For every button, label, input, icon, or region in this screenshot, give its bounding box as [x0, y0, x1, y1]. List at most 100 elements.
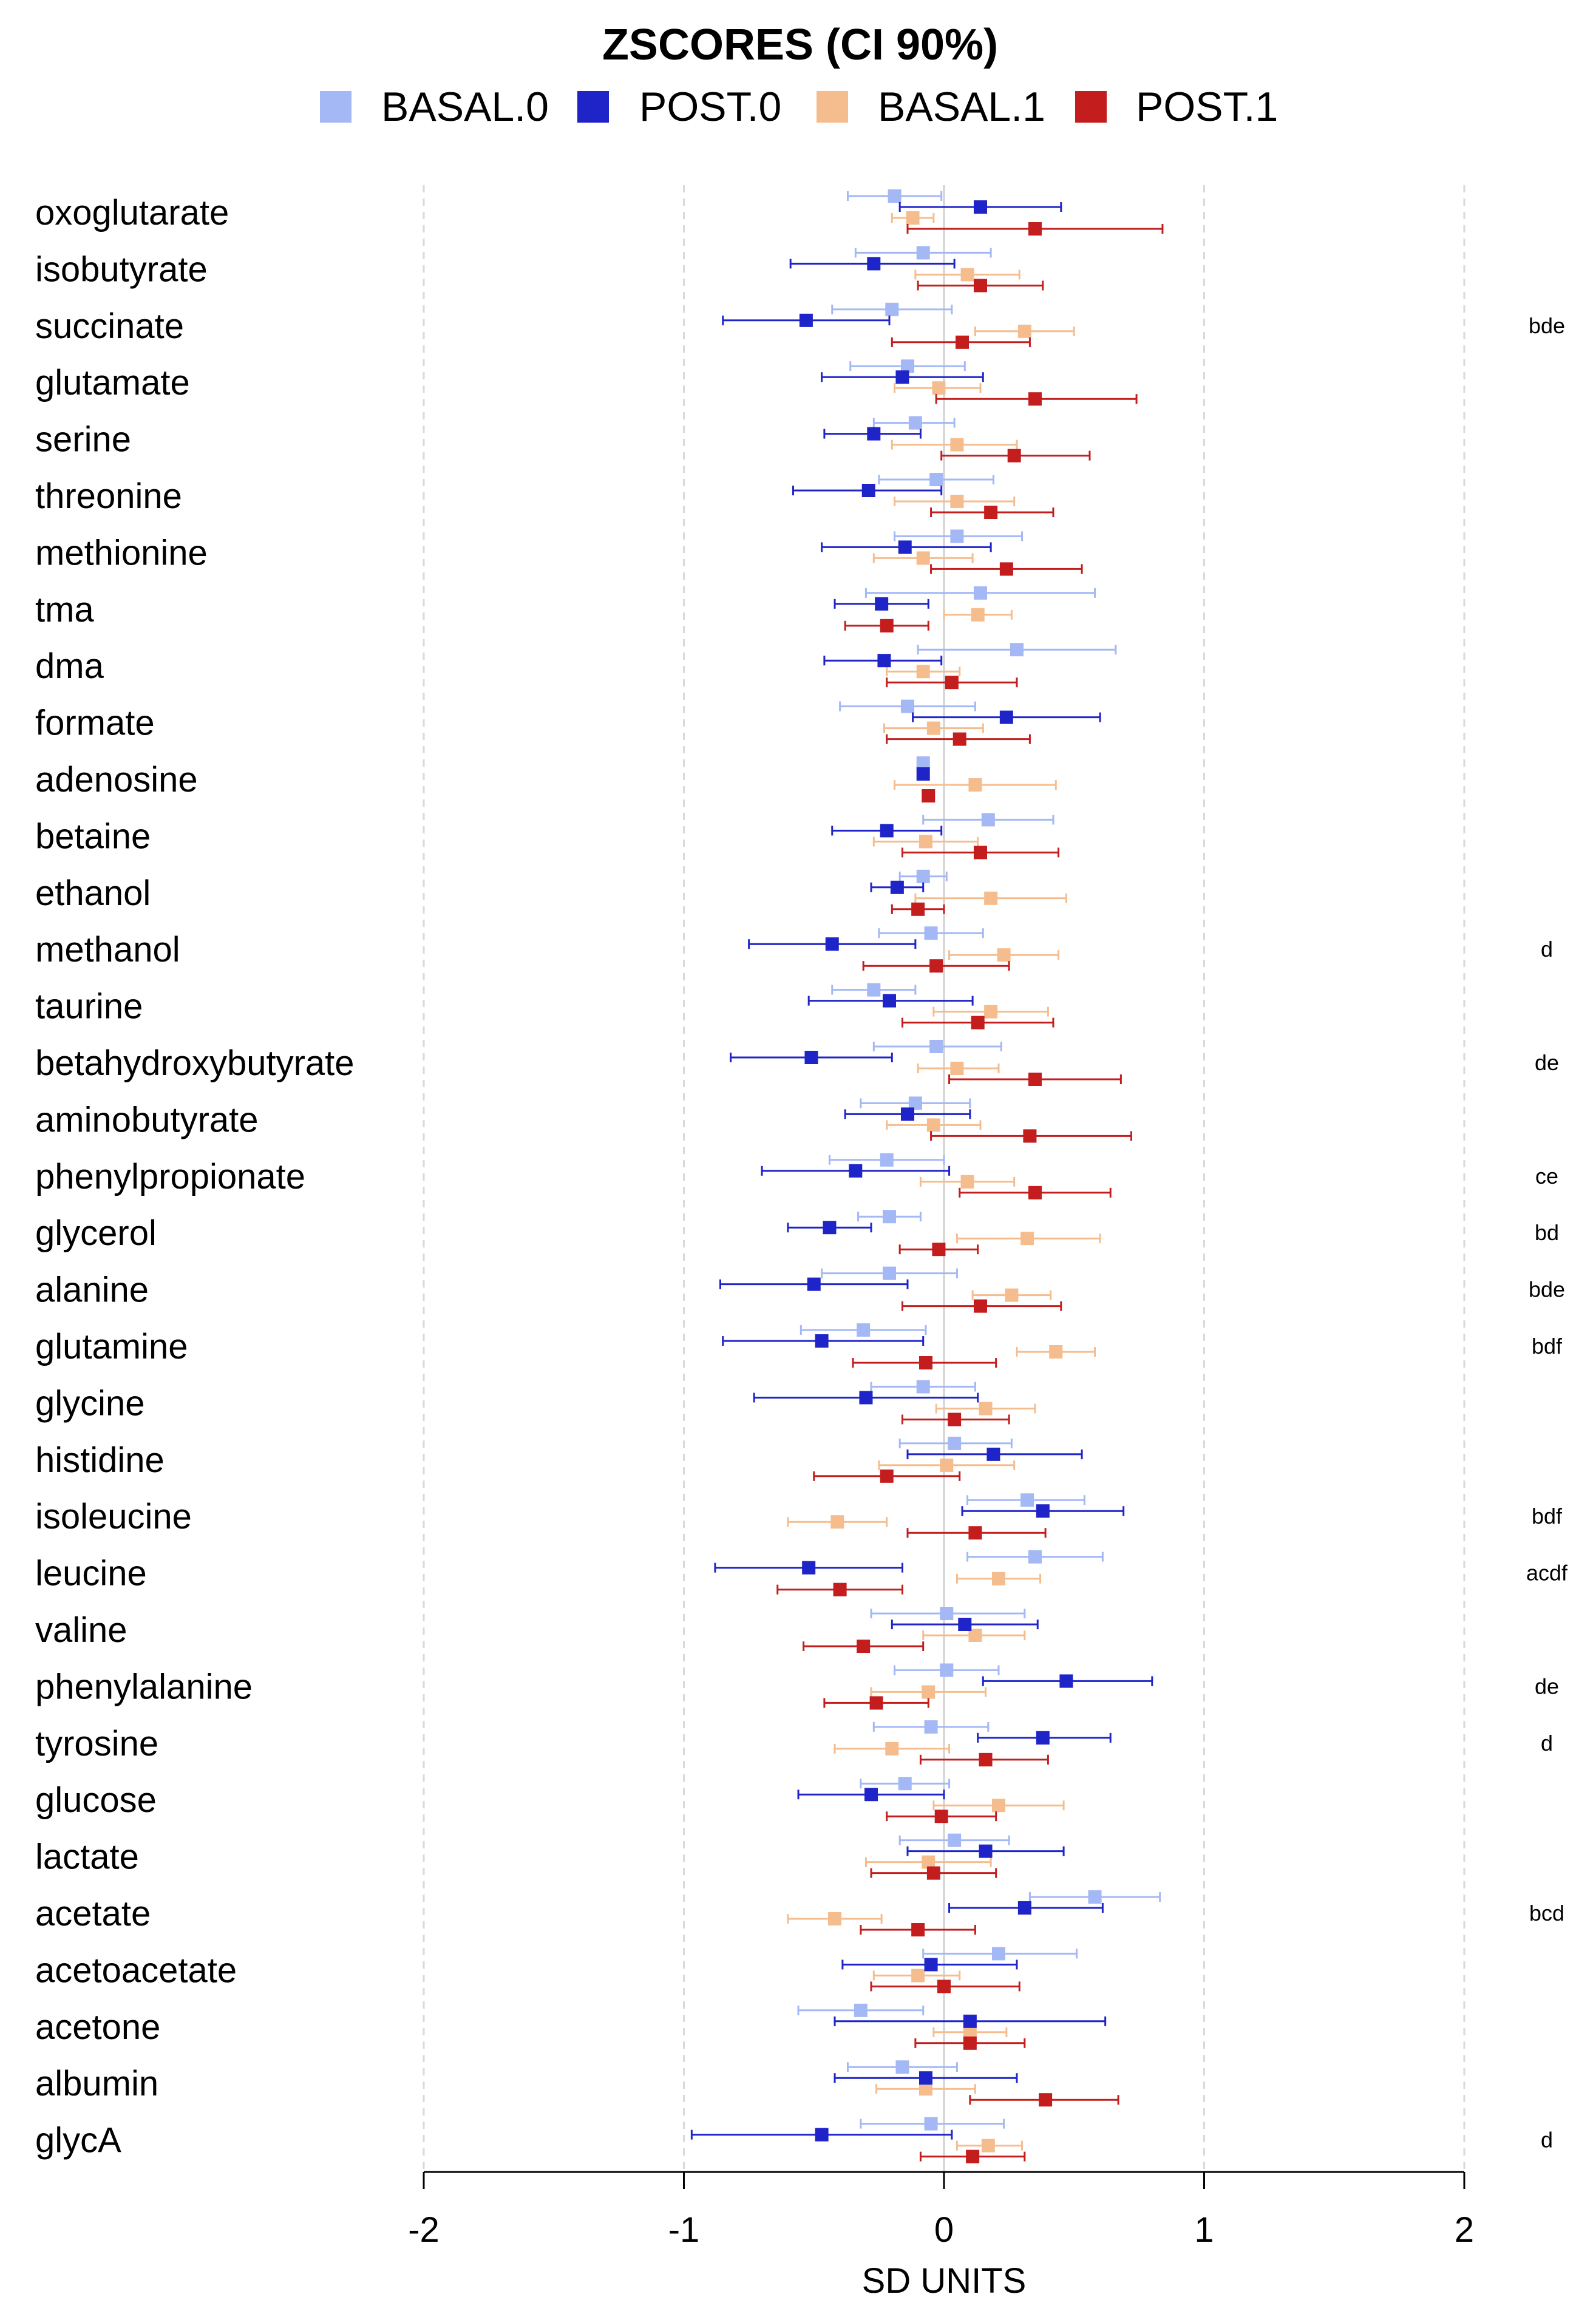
row-label-betahydroxybutyrate: betahydroxybutyrate — [35, 1043, 355, 1083]
point-estimate — [963, 2014, 977, 2028]
ci-lactate-basal-1 — [864, 1855, 992, 1869]
point-estimate — [922, 1685, 936, 1699]
ci-serine-post-1 — [940, 449, 1091, 463]
ci-oxoglutarate-post-1 — [906, 222, 1164, 236]
point-estimate — [883, 1210, 897, 1224]
point-estimate — [940, 1458, 954, 1472]
point-estimate — [948, 1436, 962, 1450]
ci-phenylalanine-basal-1 — [870, 1685, 987, 1699]
point-estimate — [950, 495, 964, 508]
row-label-alanine: alanine — [35, 1271, 149, 1310]
point-estimate — [857, 1323, 871, 1337]
point-estimate — [823, 1221, 837, 1235]
point-estimate — [968, 1629, 982, 1642]
legend: BASAL.0 POST.0 BASAL.1 POST.1 — [320, 84, 1278, 130]
chart-title: ZSCORES (CI 90%) — [602, 21, 998, 69]
row-label-glucose: glucose — [35, 1780, 157, 1820]
legend-label-post-0: POST.0 — [639, 84, 781, 130]
point-estimate — [958, 1618, 972, 1631]
sig-label-glycerol: bd — [1535, 1220, 1559, 1245]
point-estimate — [979, 1752, 993, 1766]
ci-histidine-basal-0 — [898, 1436, 1013, 1450]
ci-glycine-basal-0 — [870, 1380, 976, 1394]
point-estimate — [1039, 2093, 1053, 2107]
ci-glycA-post-0 — [690, 2128, 953, 2142]
ci-formate-post-1 — [886, 732, 1031, 746]
ci-acetoacetate-basal-0 — [922, 1947, 1078, 1961]
point-estimate — [948, 1413, 962, 1427]
point-estimate — [971, 608, 985, 622]
ci-tyrosine-basal-0 — [872, 1720, 990, 1734]
ci-glycerol-basal-0 — [857, 1210, 922, 1224]
sig-label-leucine: acdf — [1526, 1561, 1568, 1586]
ci-glutamine-post-1 — [852, 1356, 997, 1369]
ci-albumin-post-0 — [834, 2071, 1018, 2085]
x-tick-label: -1 — [668, 2210, 700, 2250]
ci-albumin-basal-1 — [875, 2082, 976, 2096]
point-estimate — [849, 1164, 863, 1178]
point-estimate — [950, 529, 964, 543]
point-estimate — [979, 1844, 993, 1858]
x-tick-label: 1 — [1194, 2210, 1214, 2250]
row-label-glutamate: glutamate — [35, 363, 190, 402]
point-estimate — [973, 200, 987, 214]
point-estimate — [979, 1402, 993, 1416]
ci-acetate-basal-1 — [787, 1912, 883, 1926]
ci-lactate-basal-0 — [898, 1833, 1010, 1847]
point-estimate — [815, 1334, 829, 1348]
point-estimate — [937, 1980, 951, 1993]
ci-succinate-post-1 — [891, 335, 1031, 349]
significance-labels: bde d de ce bd bde bdf bdf acdf de d bcd d — [1526, 313, 1568, 2153]
point-estimate — [940, 1607, 954, 1620]
ci-betahydroxybutyrate-basal-0 — [872, 1040, 1002, 1053]
ci-glutamate-post-1 — [935, 392, 1138, 406]
point-estimate — [908, 1096, 922, 1110]
ci-isoleucine-post-0 — [961, 1504, 1125, 1518]
ci-ethanol-basal-0 — [898, 869, 948, 883]
ci-adenosine-post-1 — [922, 789, 936, 802]
ci-phenylalanine-post-0 — [982, 1674, 1153, 1688]
ci-acetone-basal-0 — [797, 2003, 925, 2017]
ci-tyrosine-basal-1 — [834, 1742, 951, 1756]
row-labels: oxoglutarate isobutyrate succinate glutamat… — [35, 193, 355, 2160]
point-estimate — [1017, 324, 1031, 338]
legend-swatch-basal-1 — [817, 91, 848, 123]
ci-taurine-post-0 — [807, 994, 974, 1008]
ci-albumin-post-1 — [969, 2093, 1119, 2107]
point-estimate — [984, 506, 998, 519]
ci-glutamine-post-0 — [722, 1334, 925, 1348]
ci-glycine-basal-1 — [935, 1402, 1036, 1416]
ci-succinate-basal-1 — [974, 324, 1075, 338]
ci-formate-basal-1 — [883, 721, 984, 735]
point-estimate — [953, 732, 966, 746]
row-label-glutamine: glutamine — [35, 1327, 188, 1366]
point-estimate — [885, 1742, 899, 1756]
ci-betahydroxybutyrate-post-0 — [730, 1051, 893, 1064]
point-estimate — [916, 551, 930, 565]
point-estimate — [948, 1833, 962, 1847]
point-estimate — [966, 2149, 980, 2163]
ci-tyrosine-post-1 — [919, 1752, 1049, 1766]
point-estimate — [877, 654, 891, 668]
ci-glutamate-basal-1 — [894, 381, 982, 395]
ci-methanol-post-1 — [862, 959, 1010, 973]
x-tick-label: 2 — [1455, 2210, 1474, 2250]
point-estimate — [934, 1810, 948, 1824]
point-estimate — [867, 983, 881, 997]
point-estimate — [955, 335, 969, 349]
point-estimate — [815, 2128, 829, 2142]
ci-tma-post-0 — [834, 597, 929, 611]
ci-acetate-post-1 — [860, 1923, 976, 1936]
ci-ethanol-basal-1 — [914, 891, 1067, 905]
point-estimate — [973, 846, 987, 860]
ci-aminobutyrate-basal-0 — [860, 1096, 971, 1110]
row-label-taurine: taurine — [35, 987, 143, 1026]
ci-alanine-post-1 — [901, 1299, 1062, 1313]
row-label-dma: dma — [35, 646, 104, 686]
point-estimate — [984, 1005, 998, 1019]
ci-phenylalanine-basal-0 — [894, 1663, 1000, 1677]
row-label-tma: tma — [35, 590, 94, 629]
ci-glutamate-post-0 — [821, 370, 984, 384]
point-estimate — [919, 835, 933, 849]
point-estimate — [924, 1720, 938, 1734]
